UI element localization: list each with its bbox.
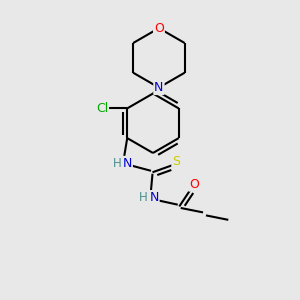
Text: N: N [154, 81, 164, 94]
Text: N: N [122, 157, 132, 170]
Text: S: S [172, 155, 180, 168]
Text: H: H [112, 157, 121, 170]
Text: O: O [154, 22, 164, 34]
Text: O: O [189, 178, 199, 191]
Text: Cl: Cl [96, 102, 108, 115]
Text: N: N [149, 191, 159, 204]
Text: H: H [139, 191, 148, 204]
